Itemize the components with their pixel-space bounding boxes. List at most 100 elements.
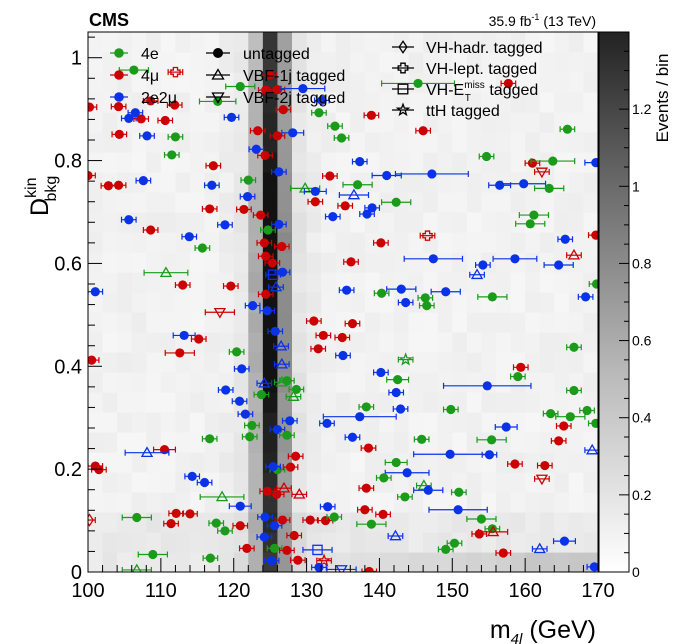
data-point xyxy=(566,385,582,396)
heatmap-cell xyxy=(481,552,497,572)
heatmap-cell xyxy=(102,332,118,353)
point-marker-2e2mu-circle xyxy=(138,176,148,186)
heatmap-cell xyxy=(496,132,512,153)
point-marker-2e2mu-circle xyxy=(184,232,194,242)
point-marker-4e-circle xyxy=(132,512,142,523)
heatmap-cell xyxy=(306,352,322,373)
heatmap-cell xyxy=(554,192,570,213)
heatmap-cell xyxy=(88,392,104,413)
point-marker-4e-circle xyxy=(282,376,292,386)
data-point xyxy=(397,492,413,502)
heatmap-cell xyxy=(88,472,104,493)
heatmap-cell xyxy=(350,512,366,533)
axes: 100 110 120 130 140 150 160 170 0 0.2 0.4 0.6 0.8 1 xyxy=(54,31,615,602)
heatmap-cell xyxy=(204,232,220,253)
heatmap-cell xyxy=(190,252,206,273)
data-point xyxy=(476,435,507,445)
data-point xyxy=(167,66,184,78)
heatmap-cell xyxy=(539,532,555,553)
point-marker-2e2mu-circle xyxy=(501,422,511,432)
point-marker-4e-circle xyxy=(205,434,215,444)
point-marker-4mu-circle xyxy=(264,70,275,80)
point-marker-4mu-circle xyxy=(185,509,195,519)
heatmap-cell xyxy=(160,412,177,433)
heatmap-cell xyxy=(466,32,483,53)
heatmap-cell xyxy=(481,492,497,513)
heatmap-cell xyxy=(525,412,541,433)
data-point xyxy=(241,432,258,442)
heatmap-cell xyxy=(423,532,439,553)
heatmap-cell xyxy=(88,312,104,333)
heatmap-cell xyxy=(510,392,526,413)
heatmap-cell xyxy=(583,512,598,533)
heatmap-cell xyxy=(277,492,293,513)
data-point xyxy=(111,129,128,139)
heatmap-cell xyxy=(437,292,453,313)
heatmap-cell xyxy=(408,352,424,373)
heatmap-cell xyxy=(204,112,220,133)
data-point xyxy=(534,183,565,193)
heatmap-cell xyxy=(568,232,585,253)
heatmap-cell xyxy=(204,372,220,393)
heatmap-cell xyxy=(554,292,570,313)
heatmap-cell xyxy=(102,212,118,233)
heatmap-cell xyxy=(437,472,453,493)
point-marker-4mu-circle xyxy=(166,519,176,529)
point-marker-2e2mu-square xyxy=(267,269,279,280)
legend-label-2e2mu: 2e2μ xyxy=(141,90,177,107)
data-point xyxy=(384,468,430,478)
data-point xyxy=(240,175,257,185)
point-marker-2e2mu-circle xyxy=(269,521,280,531)
heatmap-cell xyxy=(102,272,118,293)
heatmap-cell xyxy=(248,332,264,353)
data-point xyxy=(381,78,456,89)
data-point xyxy=(285,390,302,401)
data-point xyxy=(373,367,389,378)
heatmap-cell xyxy=(452,332,468,353)
point-marker-4mu-circle xyxy=(363,443,374,453)
data-point xyxy=(88,170,96,181)
heatmap-cell xyxy=(510,512,526,533)
heatmap-cell xyxy=(321,132,337,153)
heatmap-cell xyxy=(160,372,177,393)
heatmap-cell xyxy=(583,92,598,113)
data-point xyxy=(531,542,548,554)
data-point xyxy=(120,215,137,225)
heatmap-cell xyxy=(190,512,206,533)
x-tick-label: 100 xyxy=(71,580,104,602)
heatmap-cell xyxy=(292,412,308,433)
point-marker-2e2mu-circle xyxy=(298,83,308,94)
heatmap-cell xyxy=(452,552,468,572)
data-point xyxy=(363,110,380,120)
y-axis-ticks: 0 0.2 0.4 0.6 0.8 1 xyxy=(54,36,102,584)
heatmap-cell xyxy=(496,452,512,473)
data-point xyxy=(257,289,274,299)
heatmap-cell xyxy=(496,312,512,333)
heatmap-cell xyxy=(525,432,541,453)
heatmap-cell xyxy=(496,112,512,133)
point-marker-2e2mu-circle xyxy=(259,532,269,542)
data-point xyxy=(142,96,159,106)
luminosity-label: 35.9 fb-1 (13 TeV) xyxy=(489,12,596,29)
data-point xyxy=(190,334,207,344)
data-point xyxy=(534,474,550,486)
data-point xyxy=(327,121,343,131)
point-marker-4mu-circle xyxy=(160,115,170,126)
heatmap-cell xyxy=(408,452,424,473)
x-tick-label: 110 xyxy=(145,580,177,602)
point-marker-4mu-circle xyxy=(559,421,569,431)
x-tick-label: 130 xyxy=(290,580,323,602)
point-marker-4mu-circle xyxy=(267,258,277,268)
heatmap-cell xyxy=(292,472,308,493)
point-marker-2e2mu-circle xyxy=(484,450,495,460)
heatmap-cell xyxy=(496,472,512,493)
heatmap-cell xyxy=(277,32,293,53)
heatmap-cell xyxy=(394,472,410,493)
heatmap-cell xyxy=(306,292,322,313)
y-tick-label: 0 xyxy=(71,562,82,584)
point-marker-4mu-tri-up xyxy=(486,525,500,537)
heatmap-cell xyxy=(394,552,410,572)
heatmap-cell xyxy=(539,492,555,513)
heatmap-cell xyxy=(175,392,191,413)
heatmap-cell xyxy=(408,492,424,513)
